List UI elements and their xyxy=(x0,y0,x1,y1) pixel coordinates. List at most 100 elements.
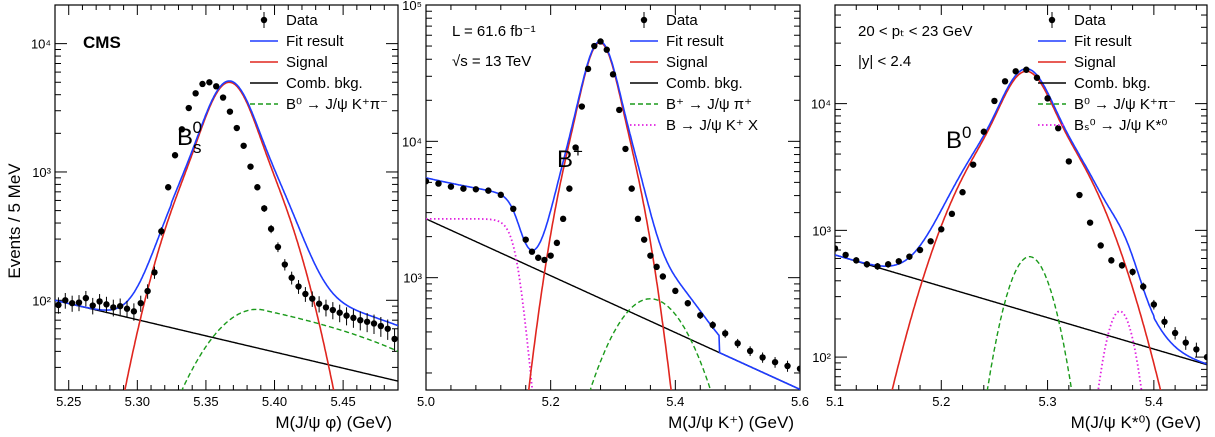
data-point xyxy=(991,97,998,105)
data-point xyxy=(1023,66,1030,73)
data-point xyxy=(137,299,144,307)
data-point xyxy=(969,161,977,168)
data-point xyxy=(103,301,110,308)
panel-bplus: 5.0 5.2 5.4 5.6 10³ 10⁴ 10⁵ M(J/ψ K⁺) (GeV) Data… xyxy=(402,0,809,432)
data-point xyxy=(185,104,192,112)
data-point xyxy=(322,304,330,311)
data-point xyxy=(384,325,391,332)
data-point xyxy=(116,302,124,310)
data-point xyxy=(1001,78,1009,85)
data-point xyxy=(980,128,987,135)
x-tick-label: 5.25 xyxy=(56,394,81,409)
x-tick-label: 5.30 xyxy=(125,394,150,409)
data-point xyxy=(329,306,337,314)
data-point xyxy=(68,299,76,307)
x-tick-label: 5.4 xyxy=(1145,394,1163,409)
legend-entry: Data xyxy=(1074,12,1106,29)
data-point xyxy=(391,335,398,343)
data-point xyxy=(510,205,517,213)
data-point xyxy=(75,299,83,306)
x-tick-label: 5.6 xyxy=(791,394,809,409)
data-point xyxy=(1108,257,1115,264)
data-point xyxy=(906,253,913,260)
data-point xyxy=(178,126,186,133)
data-point xyxy=(240,142,247,149)
peak-label: Bs0 xyxy=(177,118,202,157)
data-point xyxy=(863,261,871,268)
data-point xyxy=(336,309,343,316)
data-point xyxy=(835,245,839,252)
data-point xyxy=(123,305,131,312)
data-point xyxy=(233,124,240,132)
data-point xyxy=(522,236,529,243)
data-point xyxy=(247,163,254,170)
data-point xyxy=(1076,191,1083,199)
data-point xyxy=(96,298,103,305)
data-point xyxy=(1012,68,1019,75)
data-point xyxy=(1150,301,1158,308)
data-point xyxy=(1055,124,1062,132)
data-point xyxy=(357,316,364,324)
data-point xyxy=(622,145,629,153)
curve-signal xyxy=(891,70,1162,390)
data-point xyxy=(254,184,261,191)
data-point xyxy=(274,243,282,251)
data-point xyxy=(566,185,573,192)
data-point xyxy=(884,261,892,268)
y-tick-label: 10² xyxy=(32,293,51,308)
data-point xyxy=(647,252,654,259)
data-point xyxy=(363,318,371,325)
data-point xyxy=(1065,158,1073,165)
data-point xyxy=(435,180,442,187)
data-point xyxy=(281,261,289,268)
legend-entry: B⁺ → J/ψ π⁺ xyxy=(666,96,752,113)
data-point xyxy=(1118,262,1126,269)
x-tick-label: 5.2 xyxy=(542,394,560,409)
y-tick-label: 10⁵ xyxy=(402,0,422,13)
plot-frame xyxy=(54,4,399,391)
data-point xyxy=(206,79,213,86)
legend-marker xyxy=(1048,16,1056,24)
data-point xyxy=(759,354,766,361)
data-point xyxy=(164,184,172,191)
y-tick-label: 10³ xyxy=(403,271,422,286)
curve-fit xyxy=(55,80,398,327)
data-point xyxy=(938,226,945,233)
data-point xyxy=(948,210,956,218)
data-point xyxy=(609,71,617,78)
curve-dotted-magenta xyxy=(1097,310,1143,390)
info-text: √s = 13 TeV xyxy=(452,53,531,70)
data-point xyxy=(597,38,604,45)
data-point xyxy=(1086,219,1094,226)
data-point xyxy=(709,321,716,329)
panel-b0: 5.1 5.2 5.3 5.4 10² 10³ 10⁴ M(J/ψ K*⁰) (GeV) Dat… xyxy=(811,4,1208,432)
data-point xyxy=(659,273,667,280)
data-point xyxy=(192,90,199,97)
data-point xyxy=(722,330,729,337)
data-point xyxy=(1161,318,1168,325)
legend-marker xyxy=(260,16,268,24)
legend-entry: Fit result xyxy=(1074,33,1132,50)
data-point xyxy=(578,103,586,110)
plot-frame xyxy=(834,4,1208,391)
x-tick-label: 5.4 xyxy=(666,394,684,409)
peak-label-sub: s xyxy=(193,138,202,157)
peak-label-base: B xyxy=(557,146,573,173)
data-point xyxy=(634,215,642,223)
y-tick-label: 10³ xyxy=(32,165,51,180)
info-text: |y| < 2.4 xyxy=(858,53,911,70)
legend-entry: Fit result xyxy=(666,33,724,50)
data-point xyxy=(572,144,579,151)
data-point xyxy=(110,304,117,311)
legend-entry: Signal xyxy=(286,54,328,71)
data-point xyxy=(377,322,385,330)
legend-entry: B⁰ → J/ψ K⁺π⁻ xyxy=(286,96,388,113)
x-tick-label: 5.40 xyxy=(262,394,287,409)
data-point xyxy=(842,251,849,259)
data-point xyxy=(343,312,350,319)
legend-entry: Comb. bkg. xyxy=(1074,75,1151,92)
curve-dashed-green xyxy=(986,256,1073,390)
plot-frame xyxy=(425,4,801,391)
data-point xyxy=(267,225,275,233)
data-point xyxy=(1097,242,1104,249)
